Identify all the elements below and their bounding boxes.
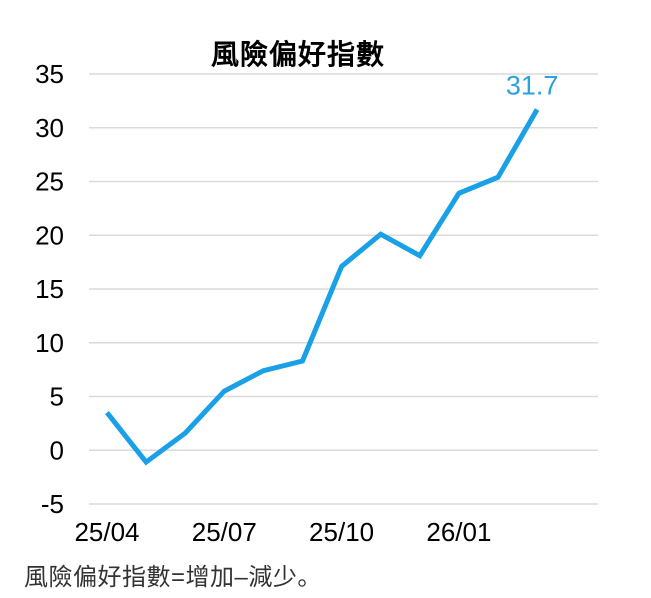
x-axis-tick-label: 25/07 bbox=[192, 517, 257, 547]
y-axis-tick-label: 25 bbox=[35, 167, 64, 197]
y-axis-tick-label: 5 bbox=[50, 382, 64, 412]
x-axis-tick-label: 25/10 bbox=[309, 517, 374, 547]
y-axis-tick-label: 30 bbox=[35, 113, 64, 143]
chart-footnote: 風險偏好指數=增加–減少。 bbox=[24, 564, 322, 591]
y-axis-tick-label: 10 bbox=[35, 328, 64, 358]
x-axis-tick-label: 26/01 bbox=[426, 517, 491, 547]
y-axis-tick-label: 35 bbox=[35, 59, 64, 89]
last-value-data-label: 31.7 bbox=[506, 70, 559, 100]
y-axis-tick-label: 15 bbox=[35, 274, 64, 304]
chart-title: 風險偏好指數 bbox=[210, 39, 385, 70]
y-axis-tick-label: 20 bbox=[35, 220, 64, 250]
y-axis-tick-label: 0 bbox=[50, 435, 64, 465]
x-axis-tick-label: 25/04 bbox=[74, 517, 139, 547]
y-axis-tick-label: -5 bbox=[41, 489, 64, 519]
trend-line bbox=[105, 108, 540, 466]
